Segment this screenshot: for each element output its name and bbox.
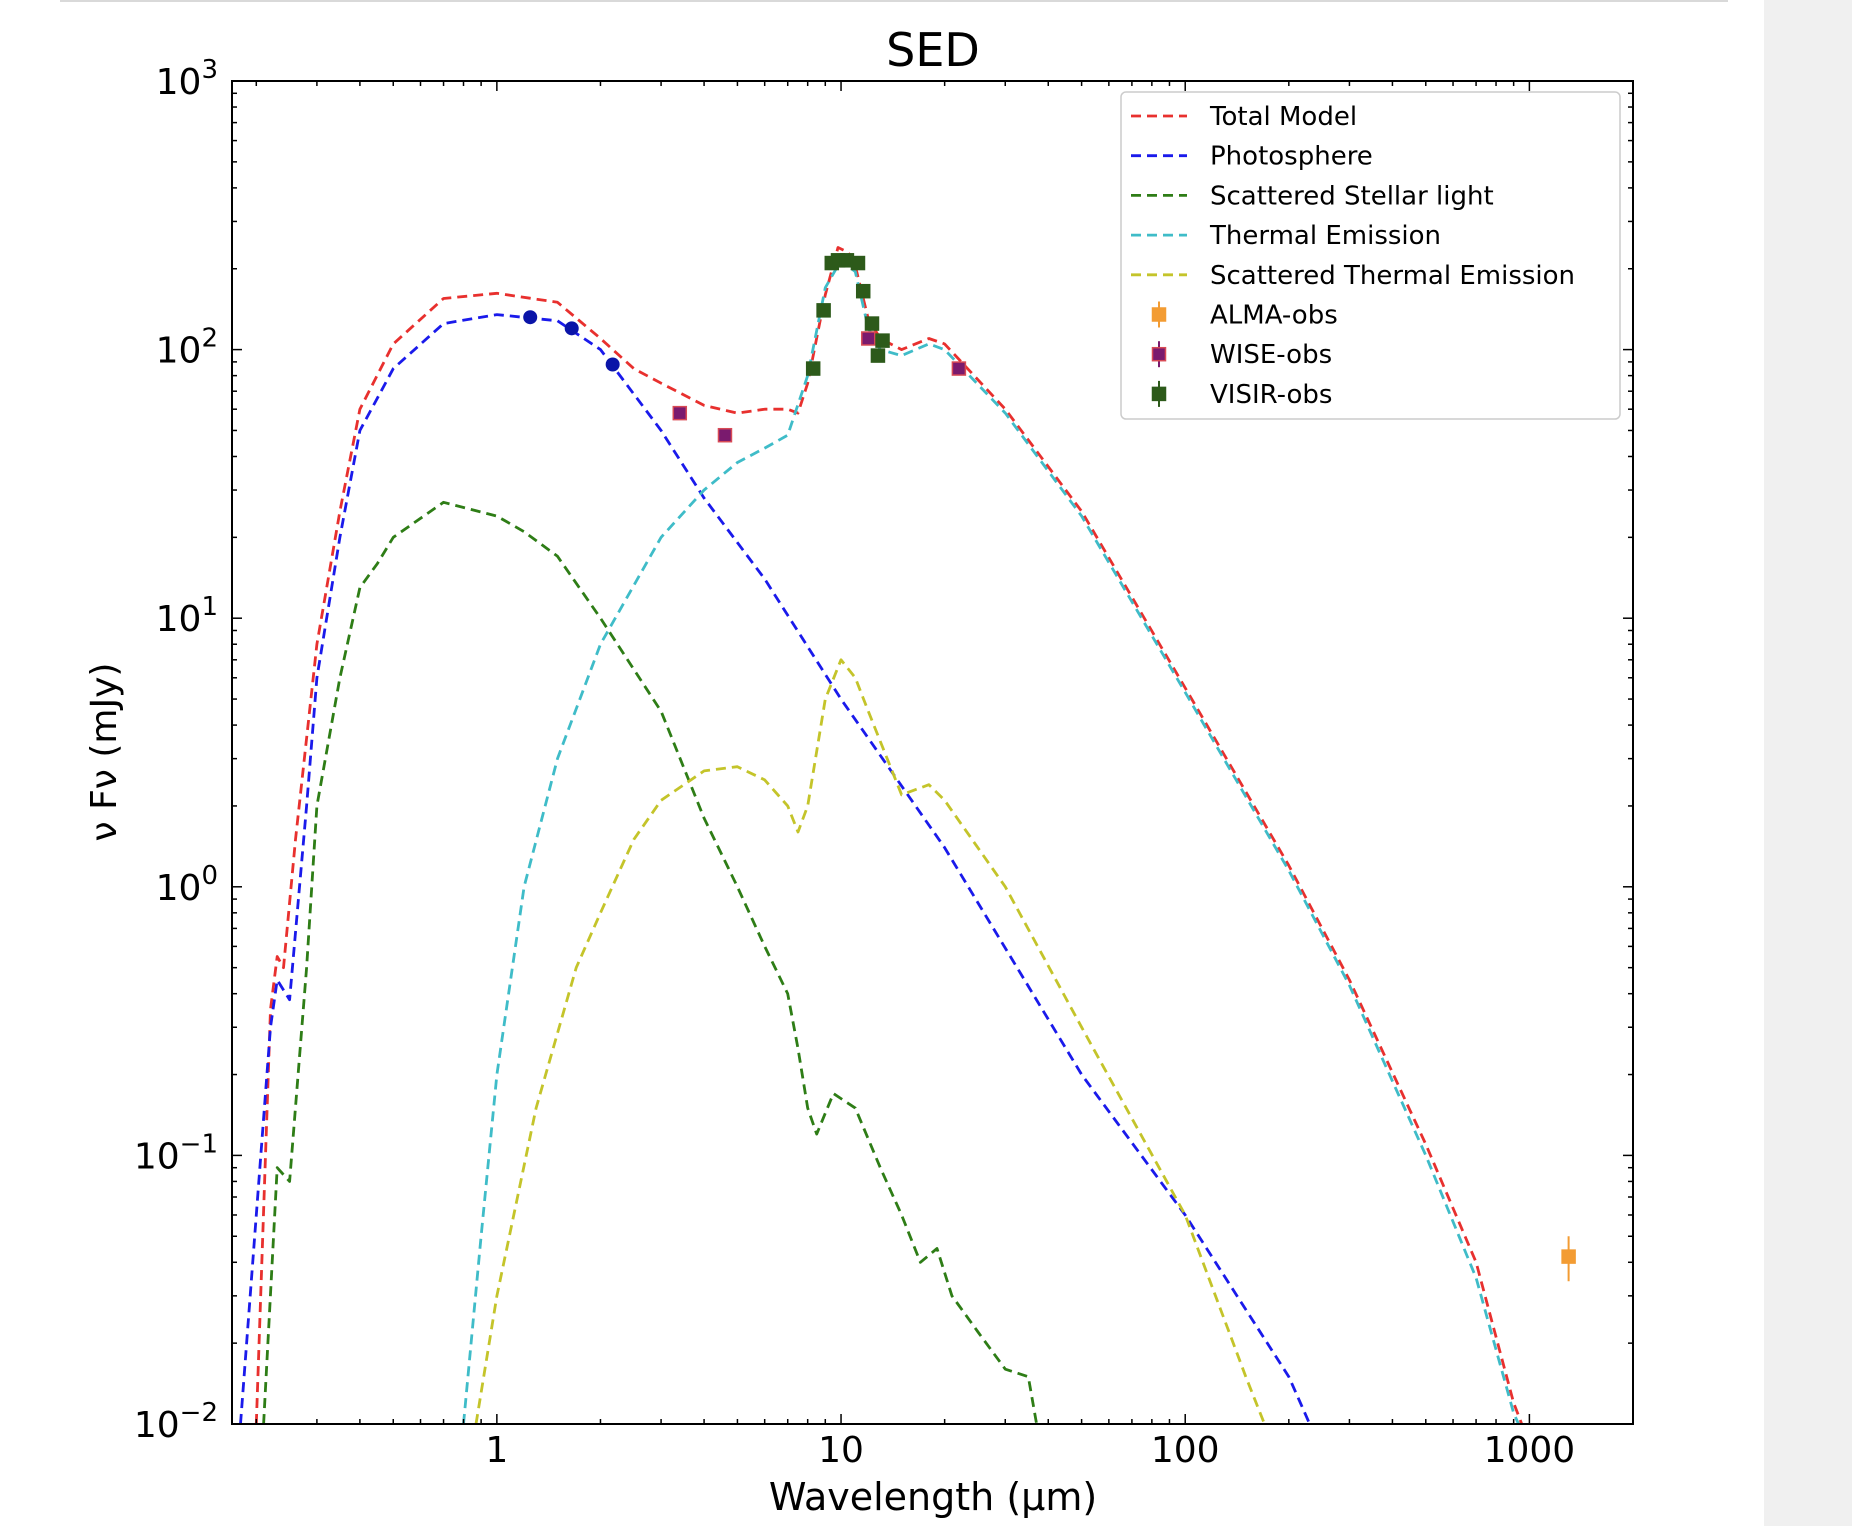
series-line-4 [474, 658, 1266, 1424]
y-tick-label-5: 103 [156, 55, 218, 103]
obs-point-2-5 [850, 255, 866, 271]
x-tick-label-3: 1000 [1484, 1430, 1576, 1471]
legend-obs-label-2: VISIR-obs [1210, 380, 1332, 410]
chart-title: SED [886, 23, 980, 77]
series-line-1 [239, 313, 1311, 1424]
obs-point-2-9 [875, 333, 890, 348]
photometry-point-2 [605, 357, 620, 372]
legend-marker-1 [1151, 346, 1167, 362]
plot-frame [231, 80, 1634, 1425]
y-tick-label-0: 10−2 [134, 1398, 218, 1446]
y-tick-label-4: 102 [156, 324, 218, 372]
obs-point-2-0 [805, 361, 821, 376]
y-tick-label-1: 10−1 [134, 1129, 218, 1177]
y-tick-label-2: 100 [156, 861, 218, 909]
tick-labels: 1 10 100 1000 10−2 10−1 100 101 102 103 [134, 55, 1575, 1471]
observation-markers [523, 253, 1576, 1282]
series-line-3 [462, 258, 1520, 1424]
series-line-0 [254, 246, 1524, 1424]
obs-point-1-2 [861, 331, 876, 346]
series-line-2 [262, 500, 1038, 1424]
obs-point-2-8 [870, 348, 886, 363]
obs-point-2-7 [864, 316, 880, 331]
legend-obs-label-0: ALMA-obs [1210, 301, 1338, 331]
legend-marker-2 [1151, 386, 1167, 402]
legend-label-0: Total Model [1209, 102, 1357, 132]
x-tick-label-0: 1 [485, 1430, 508, 1471]
photometry-point-0 [523, 310, 538, 325]
scrollbar-track[interactable] [1764, 0, 1852, 1526]
photometry-point-1 [564, 321, 579, 336]
x-tick-label-1: 10 [818, 1430, 864, 1471]
legend-label-2: Scattered Stellar light [1210, 181, 1494, 211]
x-tick-label-2: 100 [1151, 1430, 1220, 1471]
y-tick-label-3: 101 [156, 592, 218, 640]
legend-label-4: Scattered Thermal Emission [1210, 261, 1575, 291]
legend: Total Model Photosphere Scattered Stellar … [1120, 91, 1621, 420]
obs-point-1-0 [672, 405, 688, 421]
legend-marker-0 [1151, 307, 1167, 322]
legend-obs-label-1: WISE-obs [1210, 340, 1332, 370]
x-axis-label: Wavelength (μm) [769, 1475, 1097, 1519]
model-curves [239, 246, 1524, 1424]
axis-ticks [232, 80, 1634, 1425]
obs-point-0-0 [1561, 1249, 1576, 1264]
obs-point-1-3 [951, 361, 967, 376]
legend-label-1: Photosphere [1210, 142, 1373, 172]
top-divider [60, 0, 1728, 2]
obs-point-2-1 [816, 303, 831, 318]
legend-label-3: Thermal Emission [1209, 221, 1441, 251]
legend-frame [1120, 91, 1621, 420]
obs-point-2-6 [855, 283, 871, 299]
y-axis-label: ν Fν (mJy) [84, 663, 125, 842]
obs-point-1-1 [717, 427, 733, 443]
